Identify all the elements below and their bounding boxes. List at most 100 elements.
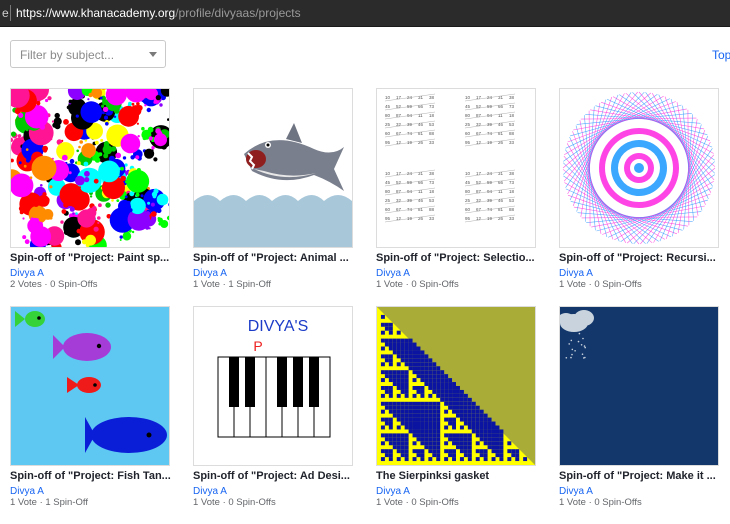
svg-text:25: 25 xyxy=(385,198,391,203)
project-title[interactable]: Spin-off of "Project: Paint sp... xyxy=(10,252,170,264)
svg-text:60: 60 xyxy=(465,131,471,136)
svg-text:38: 38 xyxy=(429,95,435,100)
svg-text:88: 88 xyxy=(509,207,515,212)
url-text[interactable]: https://www.khanacademy.org/profile/divy… xyxy=(16,6,301,20)
project-author[interactable]: Divya A xyxy=(376,486,410,497)
svg-text:53: 53 xyxy=(509,122,515,127)
svg-text:32: 32 xyxy=(476,198,482,203)
svg-text:10: 10 xyxy=(465,171,471,176)
svg-text:67: 67 xyxy=(396,131,402,136)
tab-label-fragment: e xyxy=(2,6,9,20)
svg-text:33: 33 xyxy=(509,140,515,145)
project-stats: 2 Votes · 0 Spin-Offs xyxy=(10,279,98,290)
svg-text:95: 95 xyxy=(465,140,471,145)
svg-text:46: 46 xyxy=(418,122,424,127)
svg-text:38: 38 xyxy=(429,171,435,176)
browser-address-bar[interactable]: e https://www.khanacademy.org/profile/di… xyxy=(0,0,730,27)
svg-text:52: 52 xyxy=(396,180,402,185)
project-author[interactable]: Divya A xyxy=(10,268,44,279)
project-thumbnail-fish-tank[interactable] xyxy=(10,306,170,466)
svg-text:60: 60 xyxy=(385,131,391,136)
project-author[interactable]: Divya A xyxy=(193,486,227,497)
svg-text:66: 66 xyxy=(418,104,424,109)
svg-text:18: 18 xyxy=(429,113,435,118)
svg-text:52: 52 xyxy=(476,104,482,109)
projects-page: Filter by subject... Top Spin-off of "Pr… xyxy=(0,27,730,524)
project-author[interactable]: Divya A xyxy=(193,268,227,279)
project-title[interactable]: Spin-off of "Project: Selectio... xyxy=(376,252,535,264)
svg-text:12: 12 xyxy=(396,216,402,221)
svg-text:26: 26 xyxy=(418,216,424,221)
svg-text:88: 88 xyxy=(509,131,515,136)
svg-text:73: 73 xyxy=(429,180,435,185)
project-author[interactable]: Divya A xyxy=(10,486,44,497)
svg-text:80: 80 xyxy=(465,189,471,194)
project-title[interactable]: Spin-off of "Project: Make it ... xyxy=(559,470,716,482)
svg-text:95: 95 xyxy=(465,216,471,221)
svg-text:33: 33 xyxy=(509,216,515,221)
project-stats: 1 Vote · 1 Spin-Off xyxy=(193,279,271,290)
project-title[interactable]: Spin-off of "Project: Recursi... xyxy=(559,252,716,264)
svg-text:66: 66 xyxy=(498,104,504,109)
project-thumbnail-shark[interactable] xyxy=(193,88,353,248)
svg-text:73: 73 xyxy=(509,180,515,185)
svg-text:26: 26 xyxy=(498,216,504,221)
project-title[interactable]: The Sierpinksi gasket xyxy=(376,470,490,482)
svg-text:88: 88 xyxy=(429,131,435,136)
svg-text:32: 32 xyxy=(396,198,402,203)
svg-text:38: 38 xyxy=(509,171,515,176)
project-title[interactable]: Spin-off of "Project: Fish Tan... xyxy=(10,470,171,482)
svg-text:95: 95 xyxy=(385,140,391,145)
svg-text:67: 67 xyxy=(396,207,402,212)
svg-text:45: 45 xyxy=(465,104,471,109)
divider xyxy=(10,5,11,21)
svg-text:52: 52 xyxy=(476,180,482,185)
svg-text:10: 10 xyxy=(385,171,391,176)
project-thumbnail-paint-splatter[interactable] xyxy=(10,88,170,248)
svg-text:80: 80 xyxy=(385,189,391,194)
svg-text:80: 80 xyxy=(465,113,471,118)
project-author[interactable]: Divya A xyxy=(376,268,410,279)
svg-text:67: 67 xyxy=(476,131,482,136)
svg-text:17: 17 xyxy=(476,95,482,100)
svg-text:31: 31 xyxy=(498,171,504,176)
svg-text:26: 26 xyxy=(418,140,424,145)
project-author[interactable]: Divya A xyxy=(559,486,593,497)
project-title[interactable]: Spin-off of "Project: Ad Desi... xyxy=(193,470,350,482)
project-thumbnail-sierpinski[interactable] xyxy=(376,306,536,466)
svg-text:18: 18 xyxy=(509,113,515,118)
filter-by-subject-dropdown[interactable]: Filter by subject... xyxy=(10,40,166,68)
svg-text:81: 81 xyxy=(498,131,504,136)
svg-text:10: 10 xyxy=(385,95,391,100)
svg-text:66: 66 xyxy=(418,180,424,185)
project-thumbnail-number-grid[interactable]: 1017243138455259667380879411182532394653… xyxy=(376,88,536,248)
svg-text:17: 17 xyxy=(476,171,482,176)
project-thumbnail-piano-ad[interactable]: DIVYA'S P xyxy=(193,306,353,466)
project-title[interactable]: Spin-off of "Project: Animal ... xyxy=(193,252,349,264)
svg-text:45: 45 xyxy=(385,104,391,109)
project-stats: 1 Vote · 0 Spin-Offs xyxy=(376,497,459,508)
svg-text:12: 12 xyxy=(476,140,482,145)
svg-text:66: 66 xyxy=(498,180,504,185)
top-sort-link[interactable]: Top xyxy=(712,48,730,62)
svg-text:11: 11 xyxy=(498,189,503,194)
svg-text:53: 53 xyxy=(429,198,435,203)
svg-text:81: 81 xyxy=(418,207,424,212)
svg-text:46: 46 xyxy=(498,122,504,127)
svg-text:17: 17 xyxy=(396,171,402,176)
svg-text:10: 10 xyxy=(465,95,471,100)
project-author[interactable]: Divya A xyxy=(559,268,593,279)
svg-text:45: 45 xyxy=(385,180,391,185)
svg-text:53: 53 xyxy=(429,122,435,127)
svg-text:31: 31 xyxy=(498,95,504,100)
svg-text:25: 25 xyxy=(465,198,471,203)
svg-text:53: 53 xyxy=(509,198,515,203)
thumb-ad-text: DIVYA'S xyxy=(248,318,309,335)
svg-text:81: 81 xyxy=(498,207,504,212)
url-path: /profile/divyaas/projects xyxy=(175,6,301,20)
svg-text:60: 60 xyxy=(385,207,391,212)
project-thumbnail-recursive-pattern[interactable] xyxy=(559,88,719,248)
svg-text:60: 60 xyxy=(465,207,471,212)
svg-text:11: 11 xyxy=(418,189,423,194)
project-thumbnail-rain-cloud[interactable] xyxy=(559,306,719,466)
